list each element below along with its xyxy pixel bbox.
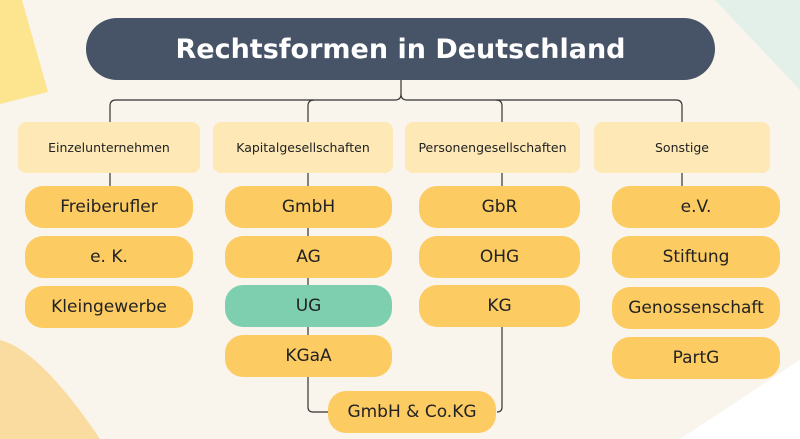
item-ug: UG [225,285,392,327]
item-freiberufler: Freiberufler [25,186,193,228]
item-kleingewerbe: Kleingewerbe [25,286,193,328]
decor-blob-orange [0,340,100,439]
decor-triangle-yellow [0,0,48,104]
item-gmbh-co-kg: GmbH & Co.KG [328,391,496,433]
item-kgaa: KGaA [225,335,392,377]
item-kg: KG [419,285,580,327]
item-ag: AG [225,236,392,278]
category-kapitalgesellschaften: Kapitalgesellschaften [213,122,393,173]
item-gbr: GbR [419,186,580,228]
item-gmbh: GmbH [225,186,392,228]
page-title: Rechtsformen in Deutschland [86,18,715,80]
item-ev: e.V. [612,186,780,228]
item-partg: PartG [612,337,780,379]
item-ohg: OHG [419,236,580,278]
item-stiftung: Stiftung [612,236,780,278]
item-ek: e. K. [25,236,193,278]
category-personengesellschaften: Personengesellschaften [405,122,580,173]
decor-triangle-teal [715,0,800,90]
item-genossenschaft: Genossenschaft [612,287,780,329]
category-einzelunternehmen: Einzelunternehmen [18,122,200,173]
category-sonstige: Sonstige [594,122,770,173]
connector-lines [109,80,683,413]
decor-triangle-white [680,360,800,439]
